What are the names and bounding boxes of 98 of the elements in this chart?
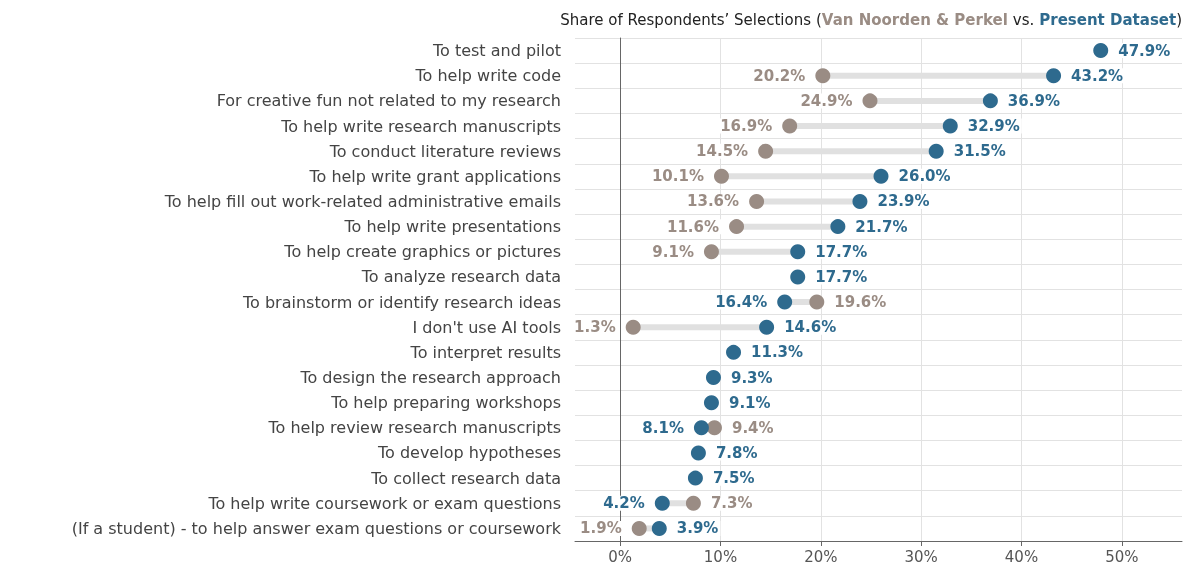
y-tick-label: To help fill out work-related administrative emails: [163, 191, 561, 211]
y-tick-label: To brainstorm or identify research ideas: [242, 292, 561, 312]
point: [651, 520, 667, 536]
point: [758, 143, 774, 159]
y-tick-label: To help write coursework or exam questions: [207, 493, 561, 513]
data-label: 23.9%: [877, 192, 930, 211]
x-tick-label: 30%: [904, 547, 938, 566]
text: (: [816, 11, 822, 29]
data-label: 1.3%: [574, 318, 616, 337]
text: Van Noorden & Perkel: [821, 11, 1008, 29]
y-tick-label: To analyze research data: [360, 267, 561, 287]
x-tick-label: 0%: [608, 547, 633, 566]
point: [706, 420, 722, 436]
point: [703, 244, 719, 260]
y-tick-label: To conduct literature reviews: [328, 141, 561, 161]
data-label: 13.6%: [687, 192, 740, 211]
y-tick-label: (If a student) - to help answer exam questions or coursework: [71, 518, 562, 538]
data-label: 47.9%: [1118, 41, 1171, 60]
y-tick-label: To help write presentations: [343, 217, 561, 237]
point: [942, 118, 958, 134]
data-label: 4.2%: [603, 494, 645, 513]
point: [685, 495, 701, 511]
data-label: 9.4%: [731, 418, 774, 437]
point: [830, 219, 846, 235]
data-label: 36.9%: [1007, 91, 1060, 110]
x-tick-label: 10%: [703, 547, 738, 566]
y-tick-label: I don't use AI tools: [412, 317, 561, 337]
data-label: 31.5%: [953, 142, 1006, 161]
data-label: 16.4%: [715, 293, 768, 312]
data-label: 9.1%: [728, 393, 771, 412]
y-tick-label: To help write code: [414, 66, 561, 86]
y-tick-label: To design the research approach: [299, 368, 561, 388]
data-label: 7.3%: [710, 494, 753, 513]
point: [759, 319, 775, 335]
data-label: 43.2%: [1071, 66, 1124, 85]
point: [687, 470, 703, 486]
point: [1046, 68, 1062, 84]
y-tick-label: To help create graphics or pictures: [283, 242, 561, 262]
y-tick-label: To develop hypotheses: [376, 443, 561, 463]
point: [809, 294, 825, 310]
data-label: 14.5%: [696, 142, 749, 161]
text: vs.: [1012, 11, 1035, 29]
data-label: 9.3%: [730, 368, 773, 387]
point: [782, 118, 798, 134]
point: [790, 269, 806, 285]
data-label: 20.2%: [753, 66, 806, 85]
point: [749, 193, 765, 209]
x-tick-label: 20%: [804, 547, 838, 566]
point: [729, 219, 745, 235]
data-label: 24.9%: [800, 91, 853, 110]
y-tick-label: To interpret results: [409, 342, 561, 362]
y-tick-label: To help write research manuscripts: [280, 116, 561, 136]
point: [625, 319, 641, 335]
data-label: 10.1%: [651, 167, 704, 186]
y-tick-label: To test and pilot: [431, 41, 561, 61]
point: [815, 68, 831, 84]
data-label: 11.3%: [751, 343, 804, 362]
point: [705, 370, 721, 386]
data-label: 17.7%: [815, 242, 868, 261]
point: [852, 193, 868, 209]
data-label: 32.9%: [967, 117, 1020, 136]
point: [790, 244, 806, 260]
y-tick-label: To collect research data: [370, 468, 561, 488]
point: [862, 93, 878, 109]
data-label: 17.7%: [815, 267, 868, 286]
point: [654, 495, 670, 511]
chart-title: Share of Respondents’ Selections: [560, 11, 812, 29]
y-tick-label: For creative fun not related to my research: [216, 91, 561, 111]
data-label: 1.9%: [580, 519, 622, 538]
point: [1093, 43, 1109, 59]
series-label: Present Dataset: [1039, 11, 1177, 29]
data-label: 19.6%: [834, 293, 887, 312]
point: [693, 420, 709, 436]
data-label: 14.6%: [784, 318, 837, 337]
data-label: 11.6%: [666, 217, 720, 236]
point: [928, 143, 944, 159]
data-label: 21.7%: [855, 217, 908, 236]
data-label: 26.0%: [898, 167, 951, 186]
point: [631, 520, 647, 536]
point: [982, 93, 998, 109]
text: ): [1176, 11, 1182, 29]
data-label: 16.9%: [720, 117, 773, 136]
data-label: 7.5%: [712, 469, 755, 488]
point: [703, 395, 719, 411]
y-tick-label: To help review research manuscripts: [267, 418, 561, 438]
x-tick-label: 40%: [1004, 547, 1039, 566]
data-label: 8.1%: [642, 418, 684, 437]
data-label: 9.1%: [652, 242, 694, 261]
data-label: 7.8%: [715, 443, 758, 462]
x-tick-label: 50%: [1105, 547, 1139, 566]
point: [777, 294, 793, 310]
y-tick-label: To help preparing workshops: [330, 393, 561, 413]
point: [726, 344, 742, 360]
y-tick-label: To help write grant applications: [308, 166, 561, 186]
data-label: 3.9%: [676, 519, 719, 538]
point: [714, 168, 729, 184]
point: [873, 168, 889, 184]
point: [690, 445, 706, 461]
